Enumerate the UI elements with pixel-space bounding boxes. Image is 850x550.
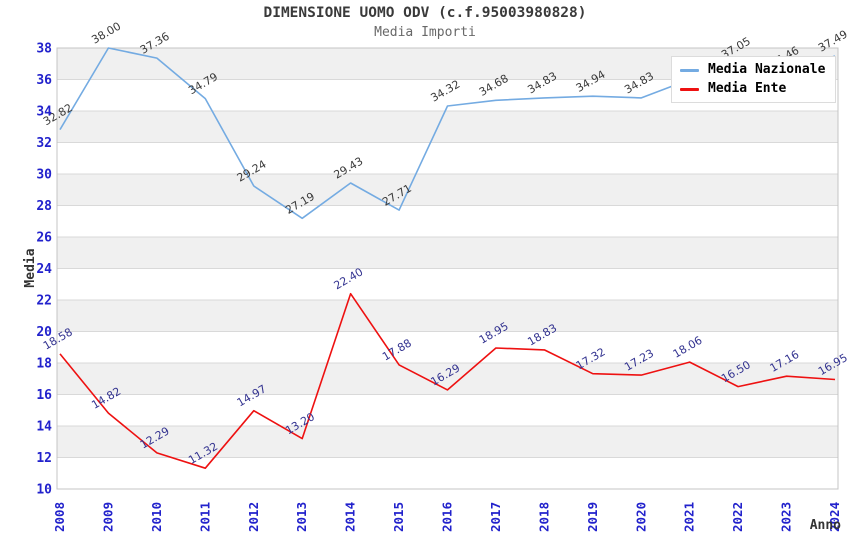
y-tick-label: 28 <box>36 199 52 214</box>
x-tick-label: 2015 <box>391 502 406 532</box>
y-tick-label: 12 <box>36 451 52 466</box>
y-tick-label: 32 <box>36 136 52 151</box>
legend: Media Nazionale Media Ente <box>671 56 837 103</box>
y-tick-label: 10 <box>36 483 52 498</box>
x-tick-label: 2021 <box>682 502 697 532</box>
y-tick-label: 20 <box>36 325 52 340</box>
data-label: 18.06 <box>671 334 705 361</box>
x-axis-ticks: 2008 2009 2010 2011 2012 2013 2014 2015 2016 2017… <box>52 502 842 532</box>
legend-label-media-ente: Media Ente <box>708 81 787 96</box>
media-nazionale-line-sample-icon <box>680 68 699 72</box>
plot-border <box>56 47 839 490</box>
chart-title: DIMENSIONE UOMO ODV (c.f.95003980828) <box>263 5 587 21</box>
plot-band <box>57 174 838 206</box>
media-ente-line-sample-icon <box>680 87 699 91</box>
x-tick-label: 2018 <box>536 502 551 532</box>
y-tick-label: 26 <box>36 231 52 246</box>
plot-band <box>57 111 838 143</box>
x-tick-label: 2023 <box>779 502 794 532</box>
y-tick-label: 18 <box>36 357 52 372</box>
data-label: 17.88 <box>380 336 414 363</box>
y-tick-label: 24 <box>36 262 52 277</box>
x-tick-label: 2010 <box>149 502 164 532</box>
x-tick-label: 2013 <box>294 502 309 532</box>
legend-item-media-nazionale: Media Nazionale <box>680 63 825 77</box>
y-tick-label: 22 <box>36 294 52 309</box>
x-tick-label: 2024 <box>827 502 842 532</box>
y-tick-label: 30 <box>36 168 52 183</box>
plot-band <box>57 237 838 269</box>
data-label: 22.40 <box>332 265 366 292</box>
x-tick-label: 2014 <box>343 502 358 532</box>
legend-label-media-nazionale: Media Nazionale <box>708 62 826 77</box>
plot-band <box>57 300 838 332</box>
plot-bands <box>57 48 838 458</box>
y-tick-label: 16 <box>36 388 52 403</box>
y-tick-label: 34 <box>36 105 52 120</box>
x-tick-label: 2009 <box>100 502 115 532</box>
legend-item-media-ente: Media Ente <box>680 82 825 96</box>
y-tick-label: 38 <box>36 42 52 57</box>
plot-band <box>57 426 838 458</box>
data-label: 34.32 <box>429 78 463 105</box>
x-tick-label: 2019 <box>585 502 600 532</box>
x-tick-label: 2011 <box>197 502 212 532</box>
series-line-media-ente <box>59 292 836 470</box>
x-axis-title: Anno <box>810 518 841 533</box>
y-axis-title: Media <box>23 248 38 287</box>
x-tick-label: 2016 <box>440 502 455 532</box>
x-tick-label: 2012 <box>246 502 261 532</box>
x-tick-label: 2008 <box>52 502 67 532</box>
y-tick-label: 36 <box>36 73 52 88</box>
chart-subtitle: Media Importi <box>374 25 476 40</box>
x-tick-label: 2017 <box>488 502 503 532</box>
y-axis-ticks: 10 12 14 16 18 20 22 24 26 28 30 32 34 36 38 <box>36 42 52 498</box>
y-tick-label: 14 <box>36 420 52 435</box>
x-tick-label: 2020 <box>633 502 648 532</box>
x-tick-label: 2022 <box>730 502 745 532</box>
